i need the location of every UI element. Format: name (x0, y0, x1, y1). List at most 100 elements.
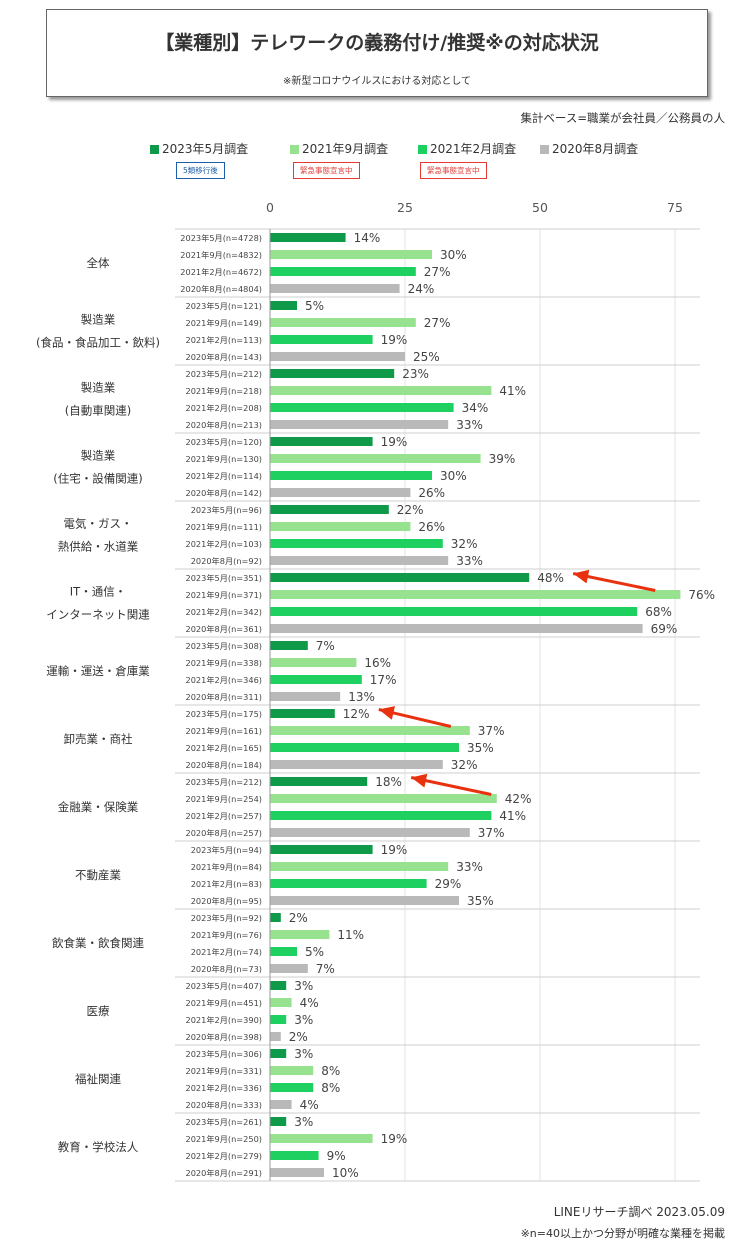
survey-row-label: 2020年8月(n=213) (186, 420, 263, 430)
badge-emergency-2021-09: 緊急事態宣言中 (293, 162, 360, 179)
data-label: 76% (688, 588, 715, 602)
data-label: 34% (462, 401, 489, 415)
data-label: 35% (467, 894, 494, 908)
bar (270, 318, 416, 327)
annotation-arrow-head (573, 569, 590, 584)
survey-row-label: 2023年5月(n=94) (191, 845, 262, 855)
bar (270, 420, 449, 429)
bar (270, 1100, 292, 1109)
survey-row-label: 2021年2月(n=83) (191, 879, 262, 889)
survey-row-label: 2021年9月(n=451) (186, 998, 263, 1008)
survey-row-label: 2021年2月(n=390) (186, 1015, 263, 1025)
survey-row-label: 2021年9月(n=338) (186, 658, 263, 668)
data-label: 8% (321, 1064, 340, 1078)
data-label: 26% (418, 486, 445, 500)
bar (270, 1015, 287, 1024)
bar (270, 250, 432, 259)
data-label: 8% (321, 1081, 340, 1095)
survey-row-label: 2021年2月(n=336) (186, 1083, 263, 1093)
survey-row-label: 2020年8月(n=361) (186, 624, 263, 634)
survey-row-label: 2021年2月(n=208) (186, 403, 263, 413)
survey-row-label: 2023年5月(n=261) (186, 1117, 263, 1127)
bar (270, 760, 443, 769)
survey-row-label: 2021年2月(n=342) (186, 607, 263, 617)
survey-row-label: 2023年5月(n=120) (186, 437, 263, 447)
survey-row-label: 2023年5月(n=308) (186, 641, 263, 651)
industry-label: (食品・食品加工・飲料) (36, 336, 160, 350)
survey-row-label: 2021年9月(n=111) (186, 522, 263, 532)
data-label: 37% (478, 826, 505, 840)
data-label: 41% (499, 384, 526, 398)
bar (270, 930, 330, 939)
bar (270, 403, 454, 412)
survey-row-label: 2021年2月(n=114) (186, 471, 263, 481)
bar (270, 777, 368, 786)
bar (270, 505, 389, 514)
data-label: 9% (327, 1149, 346, 1163)
legend-label: 2023年5月調査 (162, 142, 249, 156)
data-label: 69% (651, 622, 678, 636)
x-tick-label: 0 (266, 200, 274, 215)
survey-row-label: 2023年5月(n=92) (191, 913, 262, 923)
data-label: 19% (381, 1132, 408, 1146)
data-label: 14% (354, 231, 381, 245)
survey-row-label: 2021年2月(n=257) (186, 811, 263, 821)
data-label: 18% (375, 775, 402, 789)
survey-row-label: 2023年5月(n=351) (186, 573, 263, 583)
footnote: ※n=40以上かつ分野が明確な業種を掲載 (520, 1227, 725, 1240)
bar (270, 1151, 319, 1160)
bar (270, 437, 373, 446)
data-label: 13% (348, 690, 375, 704)
data-label: 41% (499, 809, 526, 823)
data-label: 19% (381, 843, 408, 857)
survey-row-label: 2023年5月(n=306) (186, 1049, 263, 1059)
data-label: 27% (424, 316, 451, 330)
survey-row-label: 2020年8月(n=73) (191, 964, 262, 974)
data-label: 30% (440, 469, 467, 483)
data-label: 26% (418, 520, 445, 534)
survey-row-label: 2021年2月(n=74) (191, 947, 262, 957)
data-label: 30% (440, 248, 467, 262)
industry-label: 製造業 (81, 381, 116, 395)
bar (270, 539, 443, 548)
survey-row-label: 2020年8月(n=398) (186, 1032, 263, 1042)
data-label: 7% (316, 962, 335, 976)
industry-label: インターネット関連 (46, 608, 150, 622)
survey-row-label: 2021年2月(n=103) (186, 539, 263, 549)
survey-row-label: 2023年5月(n=212) (186, 777, 263, 787)
data-label: 5% (305, 945, 324, 959)
industry-label: 医療 (87, 1004, 110, 1018)
legend-item-2021-02: 2021年2月調査 (418, 140, 516, 157)
bar (270, 862, 449, 871)
survey-row-label: 2023年5月(n=212) (186, 369, 263, 379)
data-label: 10% (332, 1166, 359, 1180)
data-label: 39% (489, 452, 516, 466)
bar (270, 726, 470, 735)
bar (270, 335, 373, 344)
data-label: 3% (294, 1013, 313, 1027)
industry-label: 製造業 (81, 313, 116, 327)
data-label: 48% (537, 571, 564, 585)
industry-label: 電気・ガス・ (64, 517, 133, 531)
bar (270, 896, 459, 905)
survey-row-label: 2023年5月(n=407) (186, 981, 263, 991)
bar (270, 624, 643, 633)
industry-label: IT・通信・ (70, 585, 126, 599)
bar (270, 658, 357, 667)
industry-label: 熱供給・水道業 (58, 540, 139, 554)
bar (270, 454, 481, 463)
survey-row-label: 2021年9月(n=331) (186, 1066, 263, 1076)
survey-row-label: 2021年9月(n=76) (191, 930, 262, 940)
industry-label: 卸売業・商社 (64, 732, 133, 746)
survey-row-label: 2020年8月(n=143) (186, 352, 263, 362)
bar (270, 1032, 281, 1041)
survey-row-label: 2021年9月(n=149) (186, 318, 263, 328)
bar (270, 369, 395, 378)
survey-row-label: 2021年2月(n=165) (186, 743, 263, 753)
data-label: 7% (316, 639, 335, 653)
survey-row-label: 2023年5月(n=175) (186, 709, 263, 719)
survey-row-label: 2020年8月(n=311) (186, 692, 263, 702)
legend-item-2023-05: 2023年5月調査 (150, 140, 248, 157)
data-label: 29% (435, 877, 462, 891)
bar (270, 811, 492, 820)
